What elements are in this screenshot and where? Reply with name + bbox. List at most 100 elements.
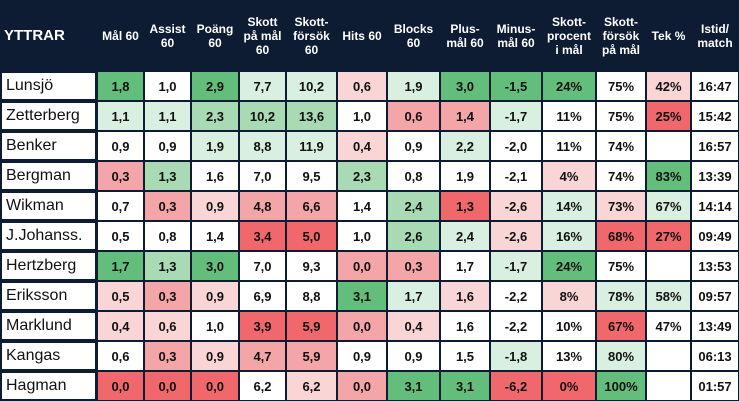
stat-cell: 0,9 — [191, 191, 239, 221]
stat-cell: 4,8 — [239, 191, 286, 221]
stat-cell: 1,3 — [440, 191, 490, 221]
stat-cell: 16% — [542, 221, 596, 251]
stat-cell: 58% — [646, 281, 691, 311]
stat-cell: 1,4 — [337, 191, 387, 221]
stat-cell: -2,0 — [490, 131, 542, 161]
stat-cell: 74% — [596, 131, 646, 161]
stat-cell: 0,4 — [337, 131, 387, 161]
stat-cell: 0,9 — [337, 341, 387, 371]
stat-cell: 5,0 — [286, 221, 337, 251]
stat-cell: 15:42 — [691, 101, 739, 131]
stat-cell: 1,9 — [191, 131, 239, 161]
stat-cell: 3,1 — [440, 371, 490, 401]
stat-cell: 0,7 — [97, 191, 144, 221]
stat-cell: 0,6 — [97, 341, 144, 371]
stat-cell: 09:57 — [691, 281, 739, 311]
stat-cell: 1,6 — [191, 161, 239, 191]
stat-cell: 1,7 — [97, 251, 144, 281]
stat-cell: 4,7 — [239, 341, 286, 371]
player-name: Hertzberg — [0, 251, 97, 281]
stat-cell: 0,9 — [191, 341, 239, 371]
column-header: Tek % — [651, 28, 686, 43]
stat-cell: 0,5 — [97, 221, 144, 251]
stat-cell: 47% — [646, 311, 691, 341]
stat-cell: 7,0 — [239, 161, 286, 191]
column-header: Mål 60 — [102, 28, 139, 43]
stat-cell: 2,9 — [191, 71, 239, 101]
stat-cell: -2,6 — [490, 221, 542, 251]
stat-cell: 75% — [596, 251, 646, 281]
player-name: Wikman — [0, 191, 97, 221]
stat-cell: 0,8 — [387, 161, 440, 191]
stat-cell: 6,6 — [286, 191, 337, 221]
player-name: Zetterberg — [0, 101, 97, 131]
stat-cell: 25% — [646, 101, 691, 131]
stat-cell: 42% — [646, 71, 691, 101]
player-name: Kangas — [0, 341, 97, 371]
stat-cell: 24% — [542, 251, 596, 281]
stat-cell: 11,9 — [286, 131, 337, 161]
stat-cell: 0,5 — [97, 281, 144, 311]
stat-cell: 1,9 — [440, 161, 490, 191]
stat-cell: 11% — [542, 101, 596, 131]
stat-cell: 1,0 — [191, 311, 239, 341]
player-name: Eriksson — [0, 281, 97, 311]
stat-cell: 1,9 — [387, 71, 440, 101]
stat-cell: 0,0 — [337, 371, 387, 401]
stat-cell: 13,6 — [286, 101, 337, 131]
stat-cell: 1,0 — [144, 71, 191, 101]
stat-cell: 16:57 — [691, 131, 739, 161]
stat-cell: 67% — [646, 191, 691, 221]
stat-cell: 67% — [596, 311, 646, 341]
stat-cell: 1,1 — [97, 101, 144, 131]
stat-cell: 0,9 — [387, 341, 440, 371]
stat-cell: 0,9 — [144, 131, 191, 161]
stat-cell: 0,6 — [387, 101, 440, 131]
stat-cell: 1,1 — [144, 101, 191, 131]
stat-cell: 0,0 — [97, 371, 144, 401]
column-header: Minus- mål 60 — [496, 21, 536, 50]
player-name: Hagman — [0, 371, 97, 401]
stat-cell: 1,0 — [337, 221, 387, 251]
column-header: Istid/ match — [697, 21, 733, 50]
stat-cell — [646, 131, 691, 161]
stat-cell: 3,1 — [337, 281, 387, 311]
stat-cell: -1,8 — [490, 341, 542, 371]
stat-cell: 4% — [542, 161, 596, 191]
stat-cell: -1,5 — [490, 71, 542, 101]
stat-cell: 24% — [542, 71, 596, 101]
stat-cell: 0,3 — [387, 251, 440, 281]
stat-cell: 01:57 — [691, 371, 739, 401]
stat-cell: 75% — [596, 71, 646, 101]
stat-cell: 10% — [542, 311, 596, 341]
stat-cell: 2,4 — [440, 221, 490, 251]
stat-cell: 68% — [596, 221, 646, 251]
stat-cell: 14:14 — [691, 191, 739, 221]
stat-cell: 83% — [646, 161, 691, 191]
column-header: Poäng 60 — [196, 21, 234, 50]
stat-cell: 1,7 — [440, 251, 490, 281]
stat-cell: 2,3 — [337, 161, 387, 191]
stat-cell: 1,6 — [440, 311, 490, 341]
stat-cell: 0,9 — [191, 281, 239, 311]
stat-cell: -1,7 — [490, 101, 542, 131]
stat-cell: 13% — [542, 341, 596, 371]
stat-cell: 06:13 — [691, 341, 739, 371]
column-header: Skott- försök på mål — [601, 14, 640, 57]
player-name: Lunsjö — [0, 71, 97, 101]
stat-cell: 7,7 — [239, 71, 286, 101]
stat-cell: 09:49 — [691, 221, 739, 251]
stat-cell: 3,9 — [239, 311, 286, 341]
stat-cell: 0% — [542, 371, 596, 401]
stat-cell: 73% — [596, 191, 646, 221]
stat-cell: -2,2 — [490, 311, 542, 341]
stat-cell: 2,2 — [440, 131, 490, 161]
stat-cell: 2,3 — [191, 101, 239, 131]
stat-cell: 6,2 — [286, 371, 337, 401]
stat-cell: 2,6 — [387, 221, 440, 251]
column-header: Blocks 60 — [393, 21, 434, 50]
stat-cell: 7,0 — [239, 251, 286, 281]
stat-cell: 1,3 — [144, 161, 191, 191]
stat-cell: 78% — [596, 281, 646, 311]
stat-cell: 13:39 — [691, 161, 739, 191]
